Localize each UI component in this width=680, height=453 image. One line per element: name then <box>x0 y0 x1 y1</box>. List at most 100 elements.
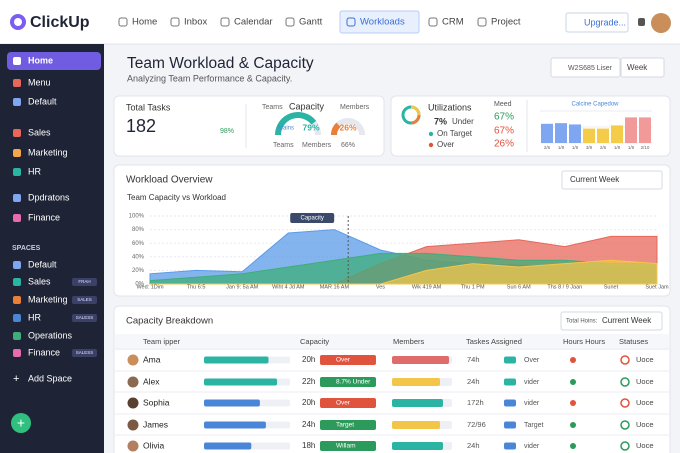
nav-item[interactable]: Marketing <box>28 147 68 157</box>
column-header: Statuses <box>619 337 648 346</box>
mini-x-label: 1/8 <box>614 145 621 150</box>
nav-icon <box>13 194 21 202</box>
dropdown[interactable] <box>561 170 663 190</box>
space-icon <box>13 349 21 357</box>
label: Total Hoins: <box>566 319 598 325</box>
upgrade[interactable]: Upgrade... <box>584 17 626 27</box>
state: Uoce <box>636 377 654 386</box>
tab[interactable]: CRM <box>442 17 464 28</box>
gauge-label: 79% <box>302 122 319 132</box>
dropdown[interactable]: Current Week <box>570 175 620 184</box>
bullet <box>428 142 434 148</box>
label: 74h <box>467 355 480 364</box>
tab[interactable]: Project <box>491 17 521 28</box>
x-tick-label: Sun 6 AM <box>507 284 531 290</box>
state: Uoce <box>636 355 654 364</box>
add-icon[interactable]: + <box>17 415 25 431</box>
x-tick-label: Ths 8 / 9 Jaan <box>547 284 582 290</box>
tab[interactable]: Home <box>132 17 157 28</box>
tab[interactable]: Calendar <box>234 17 273 28</box>
space-item[interactable]: Marketing <box>28 294 68 304</box>
status-tag <box>320 355 376 365</box>
card-title: Capacity <box>289 101 325 111</box>
task-icon <box>504 356 516 364</box>
task-icon <box>504 442 516 450</box>
nav-icon <box>13 98 21 106</box>
tab[interactable]: Gantt <box>299 17 323 28</box>
nav-icon <box>13 149 21 157</box>
state-icon <box>620 420 630 430</box>
mini-x-label: 3/8 <box>586 145 593 150</box>
space-tag: SALESS <box>76 315 94 320</box>
space-tag: SALESS <box>76 350 94 355</box>
gauge-value <box>275 112 317 136</box>
nav-item[interactable]: Menu <box>28 77 51 87</box>
filter-box[interactable] <box>550 57 621 78</box>
member-name: Alex <box>143 376 160 386</box>
nav-item[interactable]: Home <box>28 55 53 65</box>
donut-segment <box>410 105 421 116</box>
space-item[interactable]: Operations <box>28 330 73 340</box>
bell[interactable] <box>638 18 645 26</box>
tab[interactable]: Inbox <box>184 17 207 28</box>
gauge-value <box>331 122 341 136</box>
chart-subtitle: Team Capacity vs Workload <box>127 193 226 202</box>
space-item[interactable]: Finance <box>28 347 60 357</box>
avatar <box>127 376 139 388</box>
hours-dot <box>570 379 576 385</box>
period-box[interactable] <box>620 57 665 78</box>
add-button[interactable] <box>11 413 31 433</box>
capacity-bar <box>204 356 269 364</box>
nav-item[interactable]: Sales <box>28 127 51 137</box>
state: Uoce <box>636 398 654 407</box>
x-tick-label: MAR 16 AM <box>320 284 350 290</box>
y-tick-label: 40% <box>132 254 145 260</box>
state-icon <box>620 355 630 365</box>
table-filter[interactable] <box>560 311 663 331</box>
nav-item[interactable]: Finance <box>28 212 60 222</box>
space-icon <box>13 296 21 304</box>
space-icon <box>13 278 21 286</box>
period[interactable]: Week <box>627 63 648 72</box>
nav-item[interactable]: Default <box>28 96 57 106</box>
stats-card <box>113 95 385 157</box>
status-tag-text: Target <box>336 422 354 429</box>
state-icon <box>620 441 630 451</box>
label: Under <box>452 117 474 126</box>
state: Uoce <box>636 441 654 450</box>
nav-item[interactable]: HR <box>28 166 41 176</box>
label: Over <box>524 357 540 364</box>
filter[interactable]: W2S685 Liser <box>568 65 613 72</box>
avatar <box>127 419 139 431</box>
upgrade-button[interactable] <box>565 12 629 33</box>
status-tag <box>320 377 376 387</box>
label: On Target <box>437 129 473 138</box>
tab-icon <box>285 17 295 27</box>
space-item[interactable]: Default <box>28 259 57 269</box>
gauge-name: Mains <box>278 126 294 132</box>
members-bar <box>392 421 440 429</box>
label: 24h <box>467 377 480 386</box>
state-icon <box>620 398 630 408</box>
capacity-bar <box>204 378 278 386</box>
nav-item[interactable]: Dpdratons <box>28 192 70 202</box>
y-tick-label: 0% <box>135 282 144 288</box>
tab-icon <box>170 17 180 27</box>
label: 24h <box>467 441 480 450</box>
label: 20h <box>302 398 315 407</box>
card-title: Utilizations <box>428 102 472 112</box>
hours-dot <box>570 400 576 406</box>
tab[interactable]: Workloads <box>360 17 405 28</box>
space-tag <box>72 349 97 357</box>
page-title: Team Workload & Capacity <box>127 55 314 72</box>
mini-bar <box>639 117 651 143</box>
nav-icon <box>13 129 21 137</box>
space-item[interactable]: Sales <box>28 276 51 286</box>
add-space[interactable]: Add Space <box>28 373 72 383</box>
label[interactable]: Current Week <box>602 316 652 325</box>
hours-dot <box>570 422 576 428</box>
avatar[interactable] <box>651 13 671 33</box>
space-item[interactable]: HR <box>28 312 41 322</box>
mini-bar <box>569 124 581 143</box>
sidebar-active <box>7 52 101 70</box>
